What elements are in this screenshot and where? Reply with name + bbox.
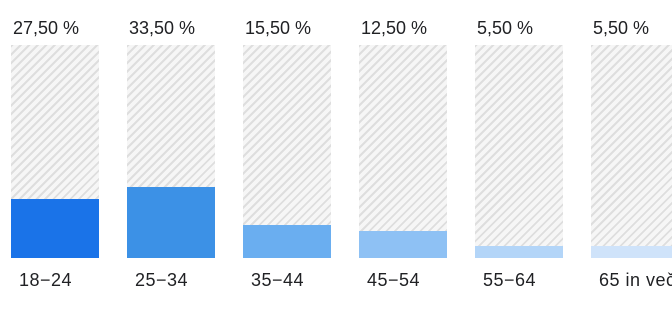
bar <box>591 246 672 258</box>
bar <box>243 225 331 258</box>
bar <box>127 187 215 258</box>
category-label: 55−64 <box>483 270 537 290</box>
category-label: 65 in več <box>599 270 672 290</box>
bar-column: 5,50 % 65 in več <box>591 0 672 325</box>
value-label: 27,50 % <box>13 18 80 38</box>
value-label: 15,50 % <box>245 18 312 38</box>
category-label: 35−44 <box>251 270 305 290</box>
bar-column: 33,50 % 25−34 <box>127 0 215 325</box>
bar <box>475 246 563 258</box>
category-label: 45−54 <box>367 270 421 290</box>
value-label: 5,50 % <box>593 18 650 38</box>
value-label: 33,50 % <box>129 18 196 38</box>
category-label: 18−24 <box>19 270 73 290</box>
bar-track <box>243 45 331 258</box>
value-label: 12,50 % <box>361 18 428 38</box>
bar-track <box>475 45 563 258</box>
bar-track <box>591 45 672 258</box>
value-label: 5,50 % <box>477 18 534 38</box>
bar-track <box>127 45 215 258</box>
bar-track <box>11 45 99 258</box>
bar-column: 12,50 % 45−54 <box>359 0 447 325</box>
bar <box>11 199 99 258</box>
category-label: 25−34 <box>135 270 189 290</box>
bar <box>359 231 447 258</box>
bar-column: 15,50 % 35−44 <box>243 0 331 325</box>
bar-column: 5,50 % 55−64 <box>475 0 563 325</box>
bar-column: 27,50 % 18−24 <box>11 0 99 325</box>
bar-track <box>359 45 447 258</box>
